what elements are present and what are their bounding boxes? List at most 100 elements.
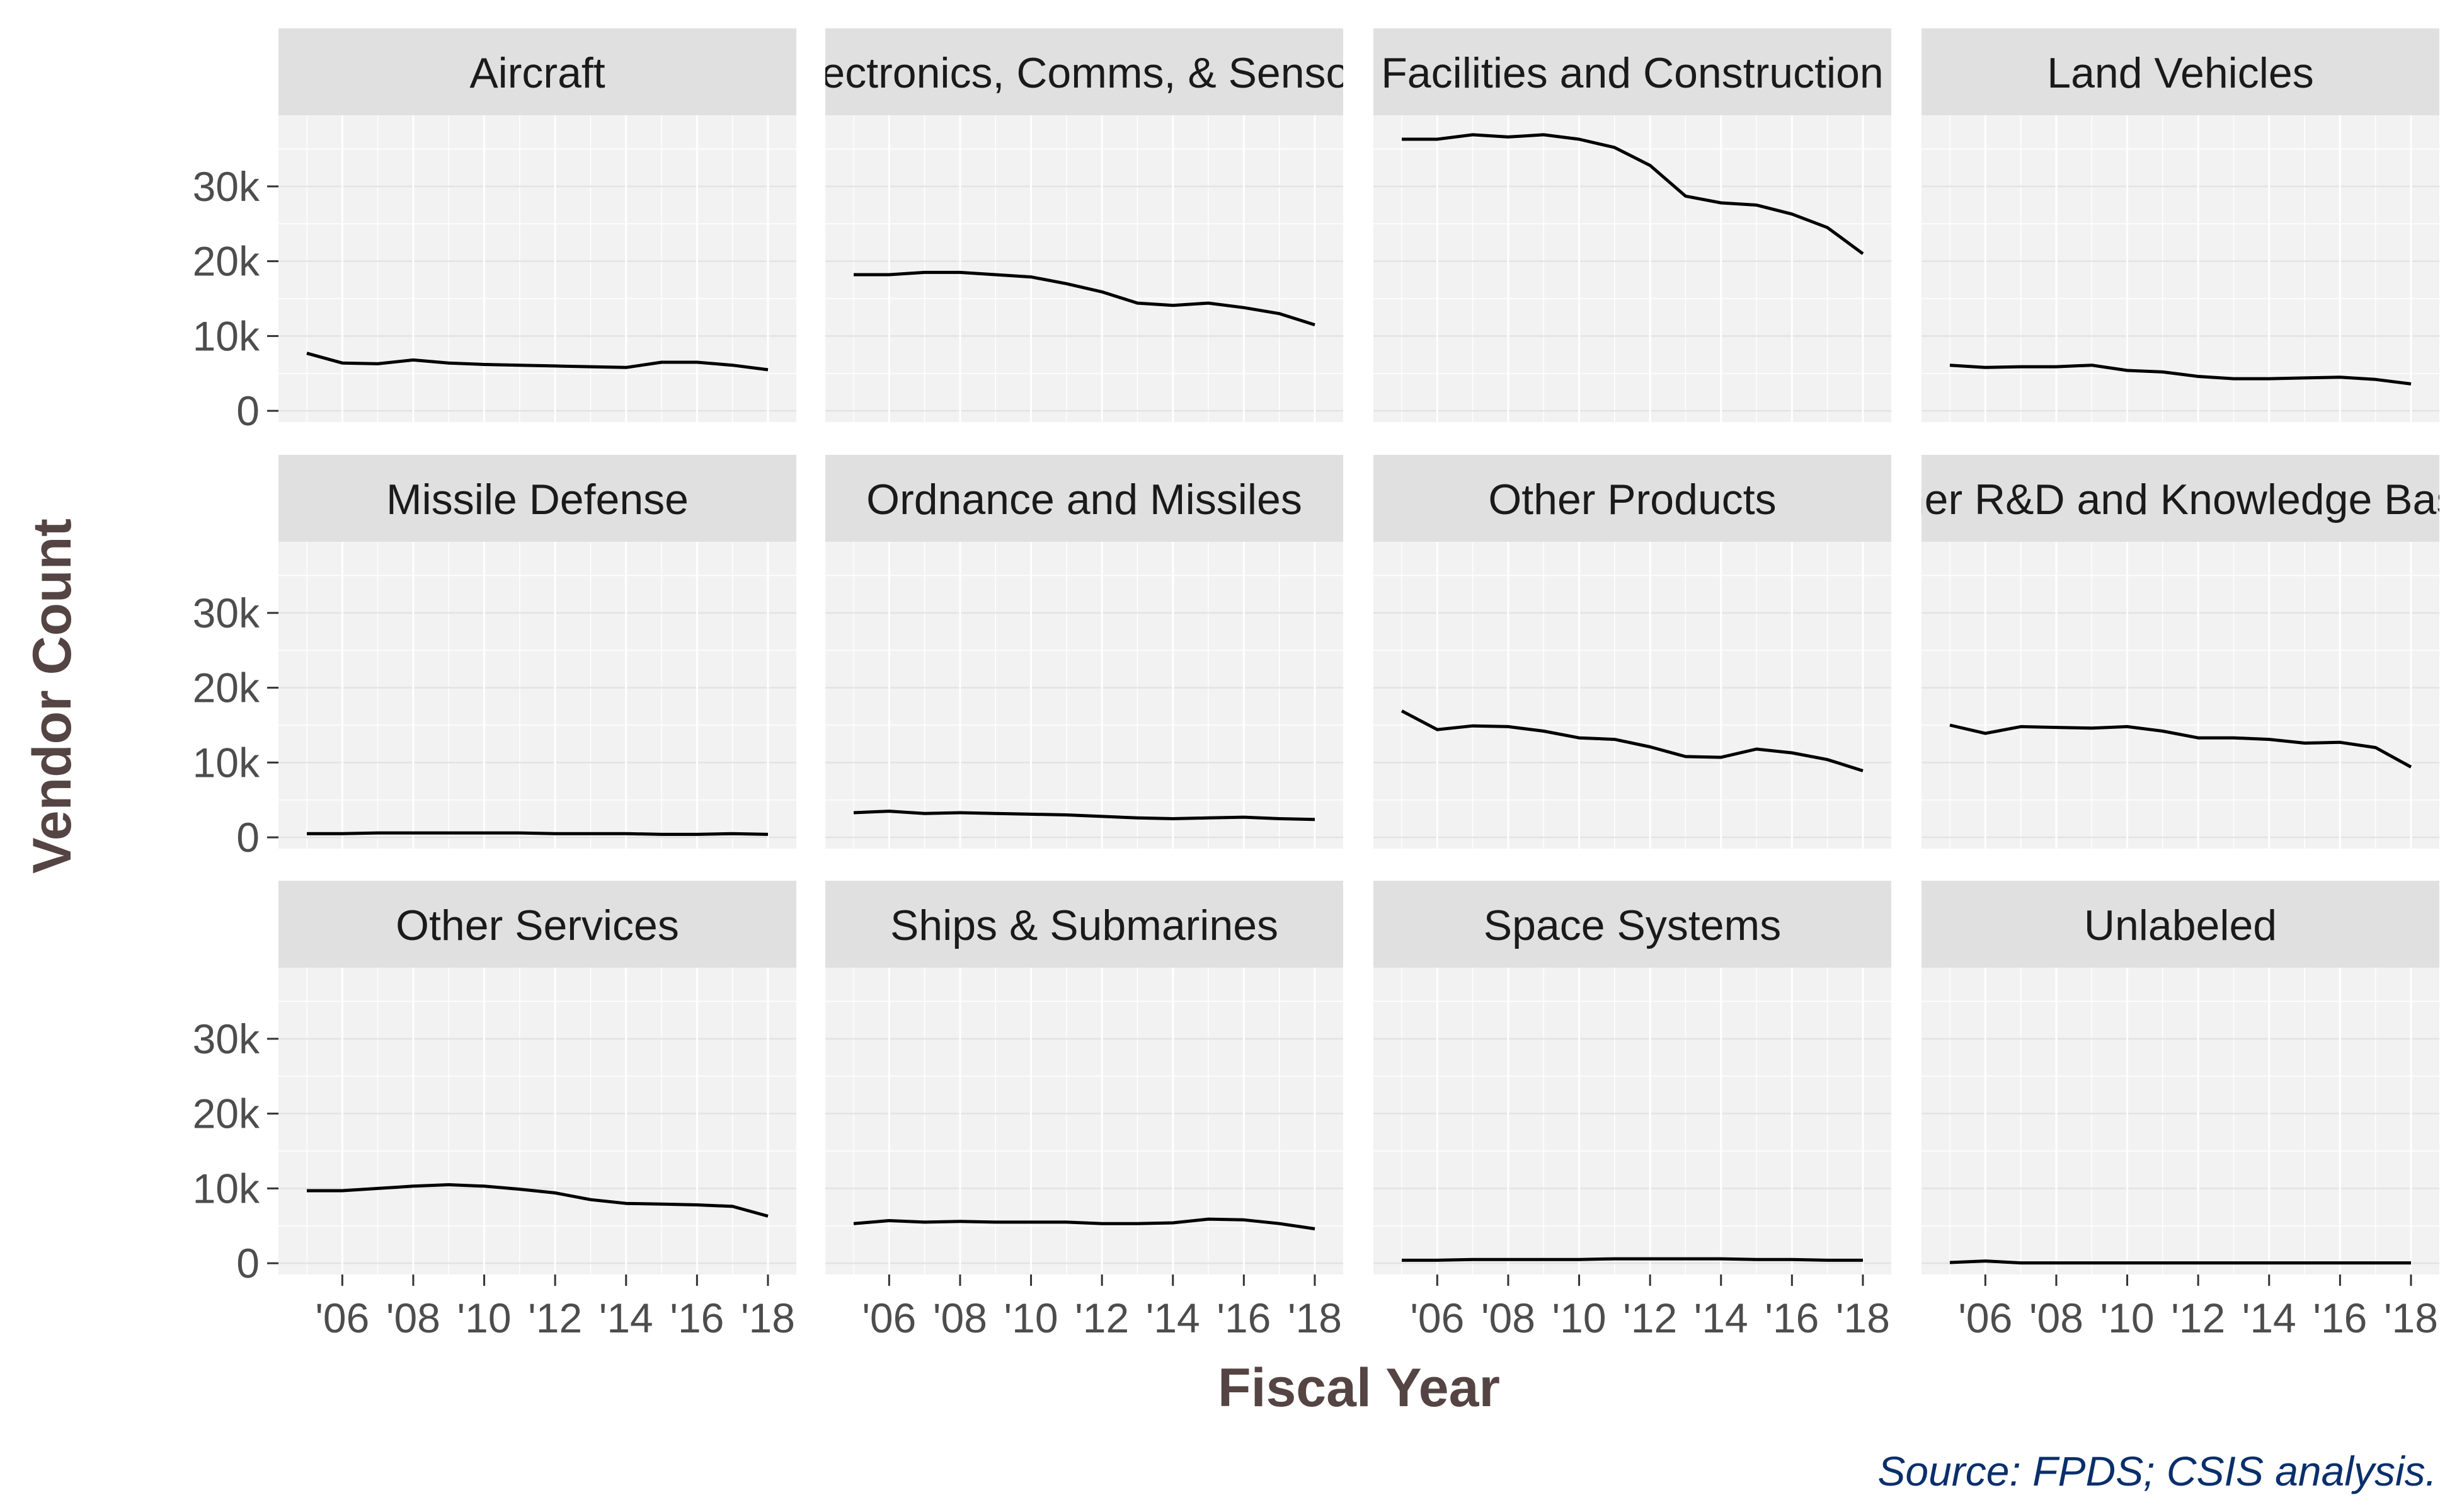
facet-title: Electronics, Comms, & Sensors (783, 49, 1385, 97)
facet-title: Ordnance and Missiles (866, 476, 1302, 524)
facet-3: Land Vehicles (1922, 28, 2439, 422)
y-tick-label: 20k (193, 1091, 260, 1137)
facet-title: Other R&D and Knowledge Based (1855, 476, 2457, 524)
y-tick-label: 10k (193, 1165, 260, 1211)
y-axis-labels: 0 10k 20k 30k 0 10k 20k 30k 0 10k 20k 30k (193, 163, 278, 1286)
facet-title: Other Services (396, 902, 679, 949)
x-tick-label: '08 (386, 1295, 440, 1341)
x-tick-label: '10 (1004, 1295, 1058, 1341)
facet-title: Unlabeled (2084, 902, 2277, 949)
y-tick-label: 30k (193, 590, 260, 636)
series-line (853, 810, 1315, 822)
x-tick-label: '08 (2029, 1295, 2083, 1341)
series-line (1400, 709, 1864, 772)
series-line (1949, 1259, 2411, 1265)
y-tick-label: 30k (193, 163, 260, 210)
panel-background (1922, 542, 2439, 849)
x-tick-label: '12 (528, 1295, 582, 1341)
facet-title: Ships & Submarines (890, 902, 1278, 949)
series-line (1402, 1257, 1863, 1262)
facet-title: Missile Defense (386, 476, 689, 524)
facet-4: Missile Defense (278, 455, 796, 849)
x-tick-label: '16 (1765, 1295, 1819, 1341)
facet-2: Facilities and Construction (1373, 28, 1891, 422)
panel-background (1922, 115, 2439, 422)
x-tick-label: '10 (1552, 1295, 1606, 1341)
x-tick-label: '06 (1410, 1295, 1464, 1341)
panel-background (825, 968, 1343, 1274)
y-tick-label: 0 (236, 1240, 260, 1286)
x-tick-label: '06 (315, 1295, 369, 1341)
facet-panels: Aircraft Electronics, Comms, & SensorsFac… (278, 28, 2457, 1274)
x-tick-label: '14 (2242, 1295, 2296, 1341)
panel-background (278, 968, 796, 1274)
x-tick-label: '12 (1623, 1295, 1677, 1341)
facet-strip (1922, 881, 2439, 968)
y-axis-title: Vendor Count (22, 518, 83, 874)
series-line (307, 831, 769, 836)
x-tick-label: '16 (670, 1295, 724, 1341)
facet-strip (825, 28, 1343, 115)
facet-strip (825, 881, 1343, 968)
facet-title: Land Vehicles (2047, 49, 2313, 97)
facet-title: Facilities and Construction (1381, 49, 1883, 97)
x-tick-label: '12 (1075, 1295, 1129, 1341)
source-caption: Source: FPDS; CSIS analysis. (1877, 1448, 2437, 1494)
panel-background (1373, 115, 1891, 422)
x-tick-label: '10 (2100, 1295, 2155, 1341)
x-tick-label: '14 (1146, 1295, 1200, 1341)
x-tick-label: '08 (933, 1295, 987, 1341)
facet-6: Other Products (1373, 455, 1891, 849)
x-tick-label: '16 (2313, 1295, 2367, 1341)
panel-background (825, 542, 1343, 849)
y-tick-label: 10k (193, 312, 260, 359)
y-tick-label: 20k (193, 238, 260, 285)
y-tick-label: 30k (193, 1016, 260, 1062)
y-tick-label: 10k (193, 739, 260, 786)
facet-title: Aircraft (469, 49, 605, 97)
series-line (853, 1217, 1315, 1230)
facet-11: Unlabeled (1922, 881, 2439, 1274)
series-line (1949, 364, 2412, 386)
panel-background (1373, 968, 1891, 1274)
facet-title: Space Systems (1484, 902, 1781, 949)
facet-strip (278, 455, 796, 542)
facet-strip (1373, 455, 1891, 542)
x-tick-label: '18 (1288, 1295, 1342, 1341)
facet-9: Ships & Submarines (825, 881, 1343, 1274)
x-axis-labels: '06 '08 '10 '12 '14 '16 '18 '06 '08 '10 '12 '14 '16 '… (315, 1274, 2438, 1341)
panel-background (278, 115, 796, 422)
y-tick-label: 0 (236, 814, 260, 861)
x-tick-label: '12 (2171, 1295, 2225, 1341)
x-tick-label: '06 (862, 1295, 916, 1341)
facet-7: Other R&D and Knowledge Based (1855, 455, 2457, 849)
facet-strip (1373, 28, 1891, 115)
facet-strip (278, 881, 796, 968)
x-tick-label: '10 (457, 1295, 512, 1341)
y-tick-label: 0 (236, 387, 260, 434)
facet-strip (1922, 455, 2439, 542)
panel-background (1373, 542, 1891, 849)
series-line (306, 352, 769, 372)
x-tick-label: '18 (2384, 1295, 2438, 1341)
facet-strip (825, 455, 1343, 542)
facet-strip (1922, 28, 2439, 115)
panel-background (1922, 968, 2439, 1274)
x-tick-label: '14 (1694, 1295, 1748, 1341)
facet-5: Ordnance and Missiles (825, 455, 1343, 849)
x-tick-label: '16 (1217, 1295, 1271, 1341)
facet-1: Electronics, Comms, & Sensors (783, 28, 1385, 422)
facet-title: Other Products (1488, 476, 1776, 524)
facet-strip (278, 28, 796, 115)
x-tick-label: '06 (1958, 1295, 2012, 1341)
x-tick-label: '18 (1836, 1295, 1890, 1341)
series-line (854, 270, 1315, 326)
x-tick-label: '18 (741, 1295, 795, 1341)
panel-background (278, 542, 796, 849)
x-axis-title: Fiscal Year (1218, 1358, 1500, 1418)
facet-10: Space Systems (1373, 881, 1891, 1274)
facet-8: Other Services (278, 881, 796, 1274)
y-tick-label: 20k (193, 665, 260, 711)
series-line (1949, 723, 2412, 769)
